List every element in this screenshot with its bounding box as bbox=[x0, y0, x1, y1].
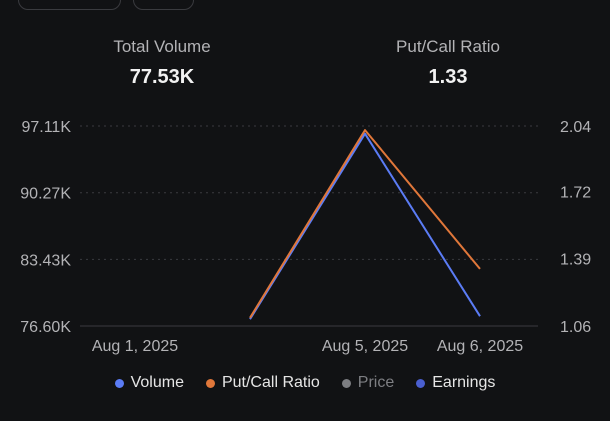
legend-item-earnings[interactable]: Earnings bbox=[416, 374, 495, 392]
grid-layer bbox=[80, 125, 538, 327]
chart-legend: Volume Put/Call Ratio Price Earnings bbox=[0, 374, 610, 392]
total-volume-label: Total Volume bbox=[113, 37, 211, 56]
left-axis-ticks: 97.11K 90.27K 83.43K 76.60K bbox=[20, 119, 71, 336]
right-tick-label: 2.04 bbox=[560, 119, 591, 136]
series-layer bbox=[249, 129, 481, 320]
legend-label: Put/Call Ratio bbox=[221, 374, 320, 391]
left-tick-label: 97.11K bbox=[21, 119, 71, 136]
total-volume-stat: Total Volume 77.53K bbox=[72, 37, 252, 89]
legend-dot-icon bbox=[205, 378, 215, 388]
legend-item-price[interactable]: Price bbox=[341, 374, 395, 392]
series-line-volume bbox=[249, 132, 481, 320]
legend-item-put-call-ratio[interactable]: Put/Call Ratio bbox=[205, 374, 320, 392]
right-tick-label: 1.72 bbox=[560, 184, 591, 201]
put-call-value: 1.33 bbox=[428, 66, 468, 88]
legend-label: Volume bbox=[130, 374, 184, 391]
series-line-put-call-ratio bbox=[249, 129, 481, 319]
left-tick-label: 90.27K bbox=[20, 186, 71, 203]
line-chart: 97.11K 90.27K 83.43K 76.60K 2.04 1.72 1.39 1.0… bbox=[20, 119, 591, 355]
x-axis-ticks: Aug 1, 2025 Aug 5, 2025 Aug 6, 2025 bbox=[92, 338, 523, 355]
legend-label: Earnings bbox=[432, 374, 496, 391]
legend-item-volume[interactable]: Volume bbox=[114, 374, 184, 392]
x-tick-label: Aug 1, 2025 bbox=[92, 338, 178, 355]
x-tick-label: Aug 6, 2025 bbox=[437, 338, 523, 355]
put-call-label: Put/Call Ratio bbox=[396, 37, 500, 56]
legend-label: Price bbox=[357, 374, 395, 391]
x-tick-label: Aug 5, 2025 bbox=[322, 338, 408, 355]
put-call-stat: Put/Call Ratio 1.33 bbox=[358, 37, 538, 89]
left-tick-label: 76.60K bbox=[20, 319, 71, 336]
legend-dot-icon bbox=[416, 378, 426, 388]
legend-dot-icon bbox=[341, 378, 351, 388]
right-tick-label: 1.39 bbox=[560, 252, 591, 269]
left-tick-label: 83.43K bbox=[20, 252, 71, 269]
right-tick-label: 1.06 bbox=[560, 319, 591, 336]
total-volume-value: 77.53K bbox=[129, 66, 195, 88]
legend-dot-icon bbox=[114, 378, 124, 388]
right-axis-ticks: 2.04 1.72 1.39 1.06 bbox=[560, 119, 591, 336]
